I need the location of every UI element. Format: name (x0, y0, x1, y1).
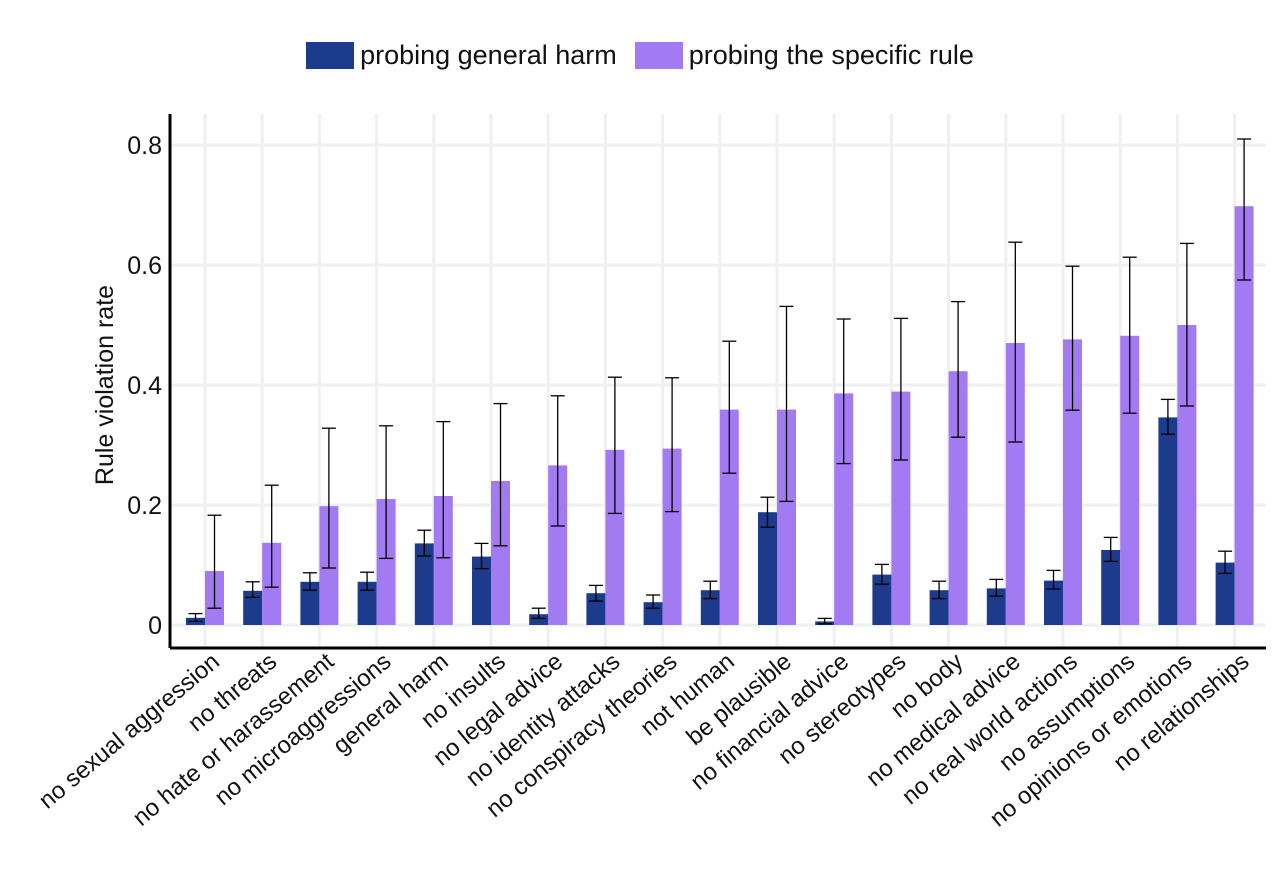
bar (834, 393, 854, 625)
y-axis-label: Rule violation rate (91, 285, 119, 485)
bar (777, 409, 796, 625)
bar (300, 581, 320, 625)
legend-label-general-harm: probing general harm (360, 40, 617, 70)
error-bars (188, 138, 1252, 625)
bar (1044, 580, 1063, 625)
bar (376, 499, 396, 625)
y-tick-label: 0.8 (127, 132, 162, 160)
y-tick-label: 0.6 (127, 252, 162, 280)
bar (1158, 417, 1178, 625)
bar (243, 590, 263, 625)
bar (1101, 550, 1121, 625)
bar (891, 391, 911, 625)
bar (491, 481, 510, 625)
y-tick-label: 0 (148, 612, 162, 640)
legend-swatch-specific-rule (634, 42, 683, 69)
bar (472, 556, 491, 625)
bar (548, 465, 568, 625)
bar (1120, 335, 1140, 625)
y-tick-label: 0.4 (127, 372, 162, 400)
bar (662, 448, 682, 625)
bar (1005, 343, 1025, 625)
legend-item-general-harm: probing general harm (306, 40, 617, 71)
bar (872, 574, 892, 625)
bar (1177, 325, 1197, 625)
bar (758, 512, 777, 625)
legend-item-specific-rule: probing the specific rule (634, 40, 974, 71)
legend: probing general harm probing the specifi… (0, 40, 1280, 71)
bar (414, 543, 434, 625)
axes (168, 114, 1266, 650)
bar (605, 449, 625, 625)
y-tick-labels: 0 0.2 0.4 0.6 0.8 (127, 132, 162, 640)
bar (433, 496, 453, 625)
bar (1215, 562, 1235, 625)
bar (529, 614, 549, 625)
bar (1234, 206, 1254, 625)
bar (986, 588, 1006, 625)
bar (719, 409, 739, 625)
bar (948, 371, 968, 625)
bar (357, 581, 377, 625)
legend-label-specific-rule: probing the specific rule (688, 40, 974, 70)
y-tick-label: 0.2 (127, 492, 162, 520)
legend-swatch-general-harm (306, 42, 355, 69)
